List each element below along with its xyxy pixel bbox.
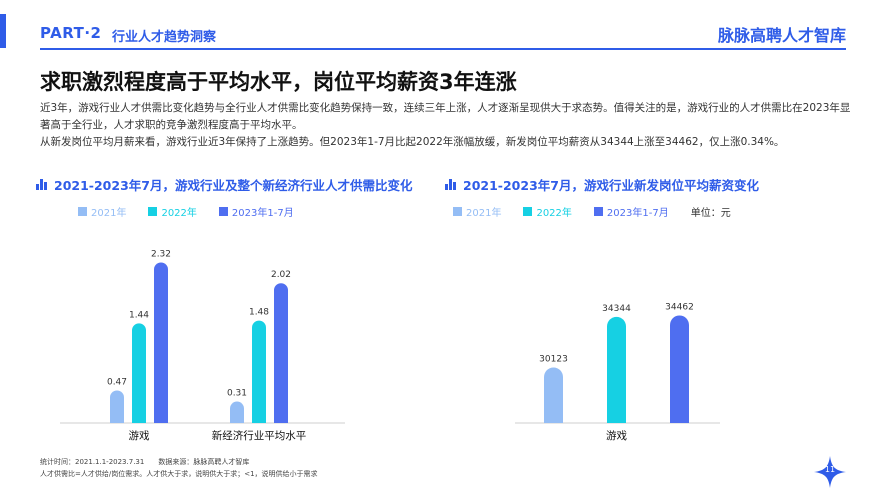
- bar-2023: [670, 315, 689, 423]
- section-label: 行业人才趋势洞察: [112, 30, 217, 45]
- legend-label-2022: 2022年: [536, 208, 572, 219]
- bar-2023: [274, 283, 288, 423]
- bar-2022: [607, 316, 626, 423]
- header-divider: [40, 48, 846, 50]
- page-number: 11: [824, 465, 836, 474]
- bar-2023: [154, 262, 168, 423]
- legend-item-2021: 2021年: [453, 204, 501, 219]
- data-label: 1.44: [129, 310, 149, 320]
- legend-label-2023: 2023年1-7月: [231, 208, 294, 219]
- brand-name: 脉脉高聘人才智库: [717, 26, 846, 45]
- data-label: 34344: [602, 304, 631, 314]
- chart2-plot: 30123 34344 34462 游戏: [515, 302, 720, 442]
- bar-2022: [132, 323, 146, 423]
- bar-chart-icon: [36, 179, 47, 190]
- legend-item-2023: 2023年1-7月: [218, 204, 294, 219]
- category-label: 游戏: [606, 429, 627, 442]
- bar-chart-icon: [445, 179, 456, 190]
- legend-label-2022: 2022年: [161, 208, 197, 219]
- legend-label-2021: 2021年: [91, 208, 127, 219]
- legend-swatch-2022: [148, 207, 158, 216]
- data-label: 30123: [539, 355, 568, 365]
- chart1-title: 2021-2023年7月，游戏行业及整个新经济行业人才供需比变化: [36, 175, 412, 194]
- bar-2021: [230, 401, 244, 423]
- footnote-definition: 人才供需比=人才供给/岗位需求。人才供大于求，说明供大于求；<1，说明供给小于需…: [40, 470, 318, 478]
- chart1-title-text: 2021-2023年7月，游戏行业及整个新经济行业人才供需比变化: [54, 178, 413, 193]
- footnote-source: 统计时间：2021.1.1-2023.7.31 数据来源：脉脉高聘人才智库: [40, 458, 250, 466]
- legend-item-2021: 2021年: [78, 204, 126, 219]
- chart2-legend: 2021年 2022年 2023年1-7月 单位：元: [453, 204, 731, 219]
- legend-swatch-2023: [593, 207, 603, 216]
- description-paragraph-1: 近3年，游戏行业人才供需比变化趋势与全行业人才供需比变化趋势保持一致，连续三年上…: [40, 102, 851, 131]
- data-label: 0.31: [227, 389, 247, 399]
- legend-swatch-2023: [218, 207, 228, 216]
- legend-swatch-2021: [453, 207, 462, 216]
- legend-item-2022: 2022年: [523, 204, 572, 219]
- data-label: 0.47: [107, 377, 127, 387]
- page-title: 求职激烈程度高于平均水平，岗位平均薪资3年连涨: [40, 70, 517, 94]
- data-label: 2.32: [151, 249, 171, 259]
- chart1-legend: 2021年 2022年 2023年1-7月: [78, 204, 316, 219]
- chart2-title: 2021-2023年7月，游戏行业新发岗位平均薪资变化: [445, 175, 759, 194]
- unit-label: 单位：元: [690, 208, 731, 219]
- legend-item-2023: 2023年1-7月: [593, 204, 669, 219]
- legend-label-2021: 2021年: [466, 208, 502, 219]
- data-label: 34462: [665, 302, 694, 312]
- chart1-plot: 0.47 1.44 2.32 游戏 0.31 1.48 2.02 新经济行业平均水平: [60, 249, 345, 442]
- description-paragraph-2: 从新发岗位平均月薪来看，游戏行业近3年保持了上涨趋势。但2023年1-7月比起2…: [40, 136, 785, 148]
- chart2-title-text: 2021-2023年7月，游戏行业新发岗位平均薪资变化: [463, 178, 759, 193]
- bar-2021: [544, 367, 563, 423]
- legend-swatch-2022: [523, 207, 533, 216]
- page-star-icon: [814, 456, 846, 488]
- legend-label-2023: 2023年1-7月: [606, 208, 669, 219]
- data-label: 2.02: [271, 270, 291, 280]
- description: 近3年，游戏行业人才供需比变化趋势与全行业人才供需比变化趋势保持一致，连续三年上…: [40, 100, 855, 151]
- category-label: 游戏: [129, 429, 150, 442]
- part-label: PART·2: [40, 24, 102, 42]
- category-label: 新经济行业平均水平: [212, 429, 307, 442]
- data-label: 1.48: [249, 308, 269, 318]
- legend-item-2022: 2022年: [148, 204, 197, 219]
- legend-swatch-2021: [78, 207, 87, 216]
- bar-2022: [252, 320, 266, 423]
- bar-2021: [110, 390, 124, 423]
- left-accent-bar: [0, 14, 6, 48]
